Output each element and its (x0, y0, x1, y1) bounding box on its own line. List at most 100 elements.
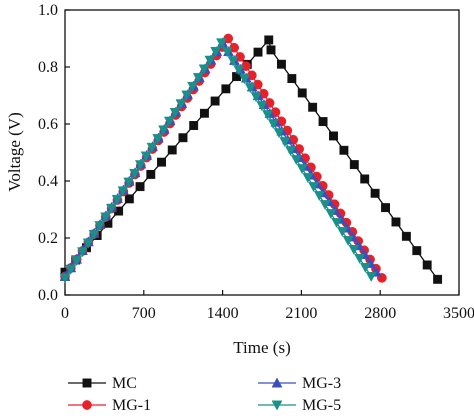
data-point (187, 81, 198, 92)
data-point (152, 134, 164, 145)
data-point (221, 84, 231, 94)
legend-marker (271, 400, 283, 411)
data-point (256, 101, 268, 112)
x-tick-label: 1400 (207, 305, 239, 322)
data-point (169, 107, 181, 118)
data-point (290, 155, 302, 166)
data-point (348, 245, 360, 256)
data-point (302, 173, 314, 184)
legend-item-mc: MC (68, 375, 137, 392)
x-axis-label: Time (s) (233, 338, 290, 357)
data-point (146, 169, 156, 179)
data-point (244, 83, 256, 94)
data-point (329, 131, 338, 141)
data-point (313, 191, 325, 202)
legend-marker (82, 400, 92, 410)
data-point (167, 145, 177, 155)
data-point (412, 246, 422, 256)
data-point (111, 195, 123, 206)
legend-marker (82, 378, 92, 388)
data-point (339, 145, 349, 155)
data-point (331, 218, 343, 229)
data-point (82, 238, 94, 249)
data-point (325, 209, 337, 220)
legend-item-mg-3: MG-3 (258, 375, 341, 392)
data-point (88, 229, 100, 240)
data-point (279, 137, 291, 148)
data-point (76, 247, 88, 258)
data-point (239, 74, 250, 85)
y-tick-label: 0.0 (38, 287, 58, 304)
data-point (181, 90, 193, 101)
data-point (158, 125, 169, 136)
data-point (422, 260, 432, 270)
series-layer (59, 33, 443, 284)
data-point (105, 203, 117, 214)
data-point (100, 212, 111, 223)
legend-label: MG-5 (302, 397, 341, 414)
data-point (178, 133, 188, 143)
series-mg-3 (59, 37, 382, 281)
y-tick-label: 1.0 (38, 2, 58, 19)
series-mg-1 (60, 33, 387, 283)
y-axis-label: Voltage (V) (5, 112, 24, 191)
data-point (336, 227, 348, 238)
x-tick-label: 2800 (364, 305, 396, 322)
data-point (267, 119, 279, 130)
data-point (221, 47, 233, 58)
data-point (124, 194, 134, 204)
data-point (192, 73, 204, 84)
data-point (157, 157, 166, 167)
data-point (285, 146, 296, 157)
data-point (273, 128, 285, 139)
data-point (287, 74, 297, 84)
data-point (216, 38, 227, 49)
ticks-layer: 0 700 1400 2100 2800 3500 0.0 0.2 0.4 0.6 0.8 1.0 (38, 2, 474, 322)
data-point (227, 56, 239, 67)
data-point (276, 59, 286, 69)
series-mg-5 (59, 38, 377, 284)
data-point (198, 64, 210, 75)
data-point (381, 203, 390, 213)
series-line (64, 41, 372, 279)
data-point (59, 273, 71, 284)
data-point (204, 55, 216, 66)
data-point (134, 160, 146, 171)
x-tick-label: 2100 (285, 305, 317, 322)
data-point (233, 65, 245, 76)
legend-item-mg-5: MG-5 (258, 397, 341, 414)
series-line (64, 37, 383, 279)
data-point (391, 217, 401, 227)
data-point (433, 274, 443, 284)
y-tick-label: 0.8 (38, 59, 58, 76)
data-point (163, 116, 175, 127)
data-point (175, 99, 187, 110)
data-point (266, 45, 276, 55)
data-point (318, 117, 328, 127)
data-point (297, 88, 307, 98)
y-tick-label: 0.6 (38, 116, 58, 133)
data-point (71, 256, 83, 267)
data-point (262, 110, 273, 121)
x-tick-label: 0 (61, 305, 69, 322)
data-point (146, 142, 158, 153)
legend-label: MG-1 (112, 397, 151, 414)
data-point (349, 160, 359, 170)
legend-label: MG-3 (302, 375, 341, 392)
data-point (250, 92, 262, 103)
data-point (135, 182, 145, 192)
data-point (210, 47, 222, 58)
legend-marker (271, 377, 283, 388)
data-point (360, 174, 370, 184)
data-point (210, 96, 220, 106)
y-tick-label: 0.2 (38, 230, 58, 247)
data-point (140, 151, 152, 162)
y-tick-label: 0.4 (38, 173, 58, 190)
x-tick-label: 3500 (443, 305, 474, 322)
x-tick-label: 700 (132, 305, 156, 322)
data-point (199, 108, 209, 118)
legend: MC MG-1 MG-3 MG-5 (68, 375, 341, 414)
data-point (308, 102, 318, 112)
data-point (354, 254, 366, 265)
data-point (129, 168, 140, 179)
